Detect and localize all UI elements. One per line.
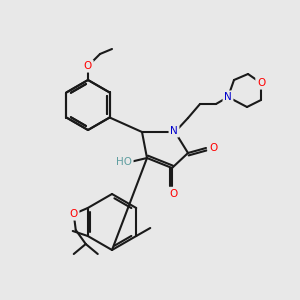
Text: O: O: [169, 189, 177, 199]
Text: N: N: [170, 126, 178, 136]
Text: HO: HO: [116, 157, 132, 167]
Text: O: O: [257, 78, 265, 88]
Text: N: N: [224, 92, 232, 102]
Text: O: O: [209, 143, 217, 153]
Text: O: O: [84, 61, 92, 71]
Text: O: O: [70, 209, 78, 219]
